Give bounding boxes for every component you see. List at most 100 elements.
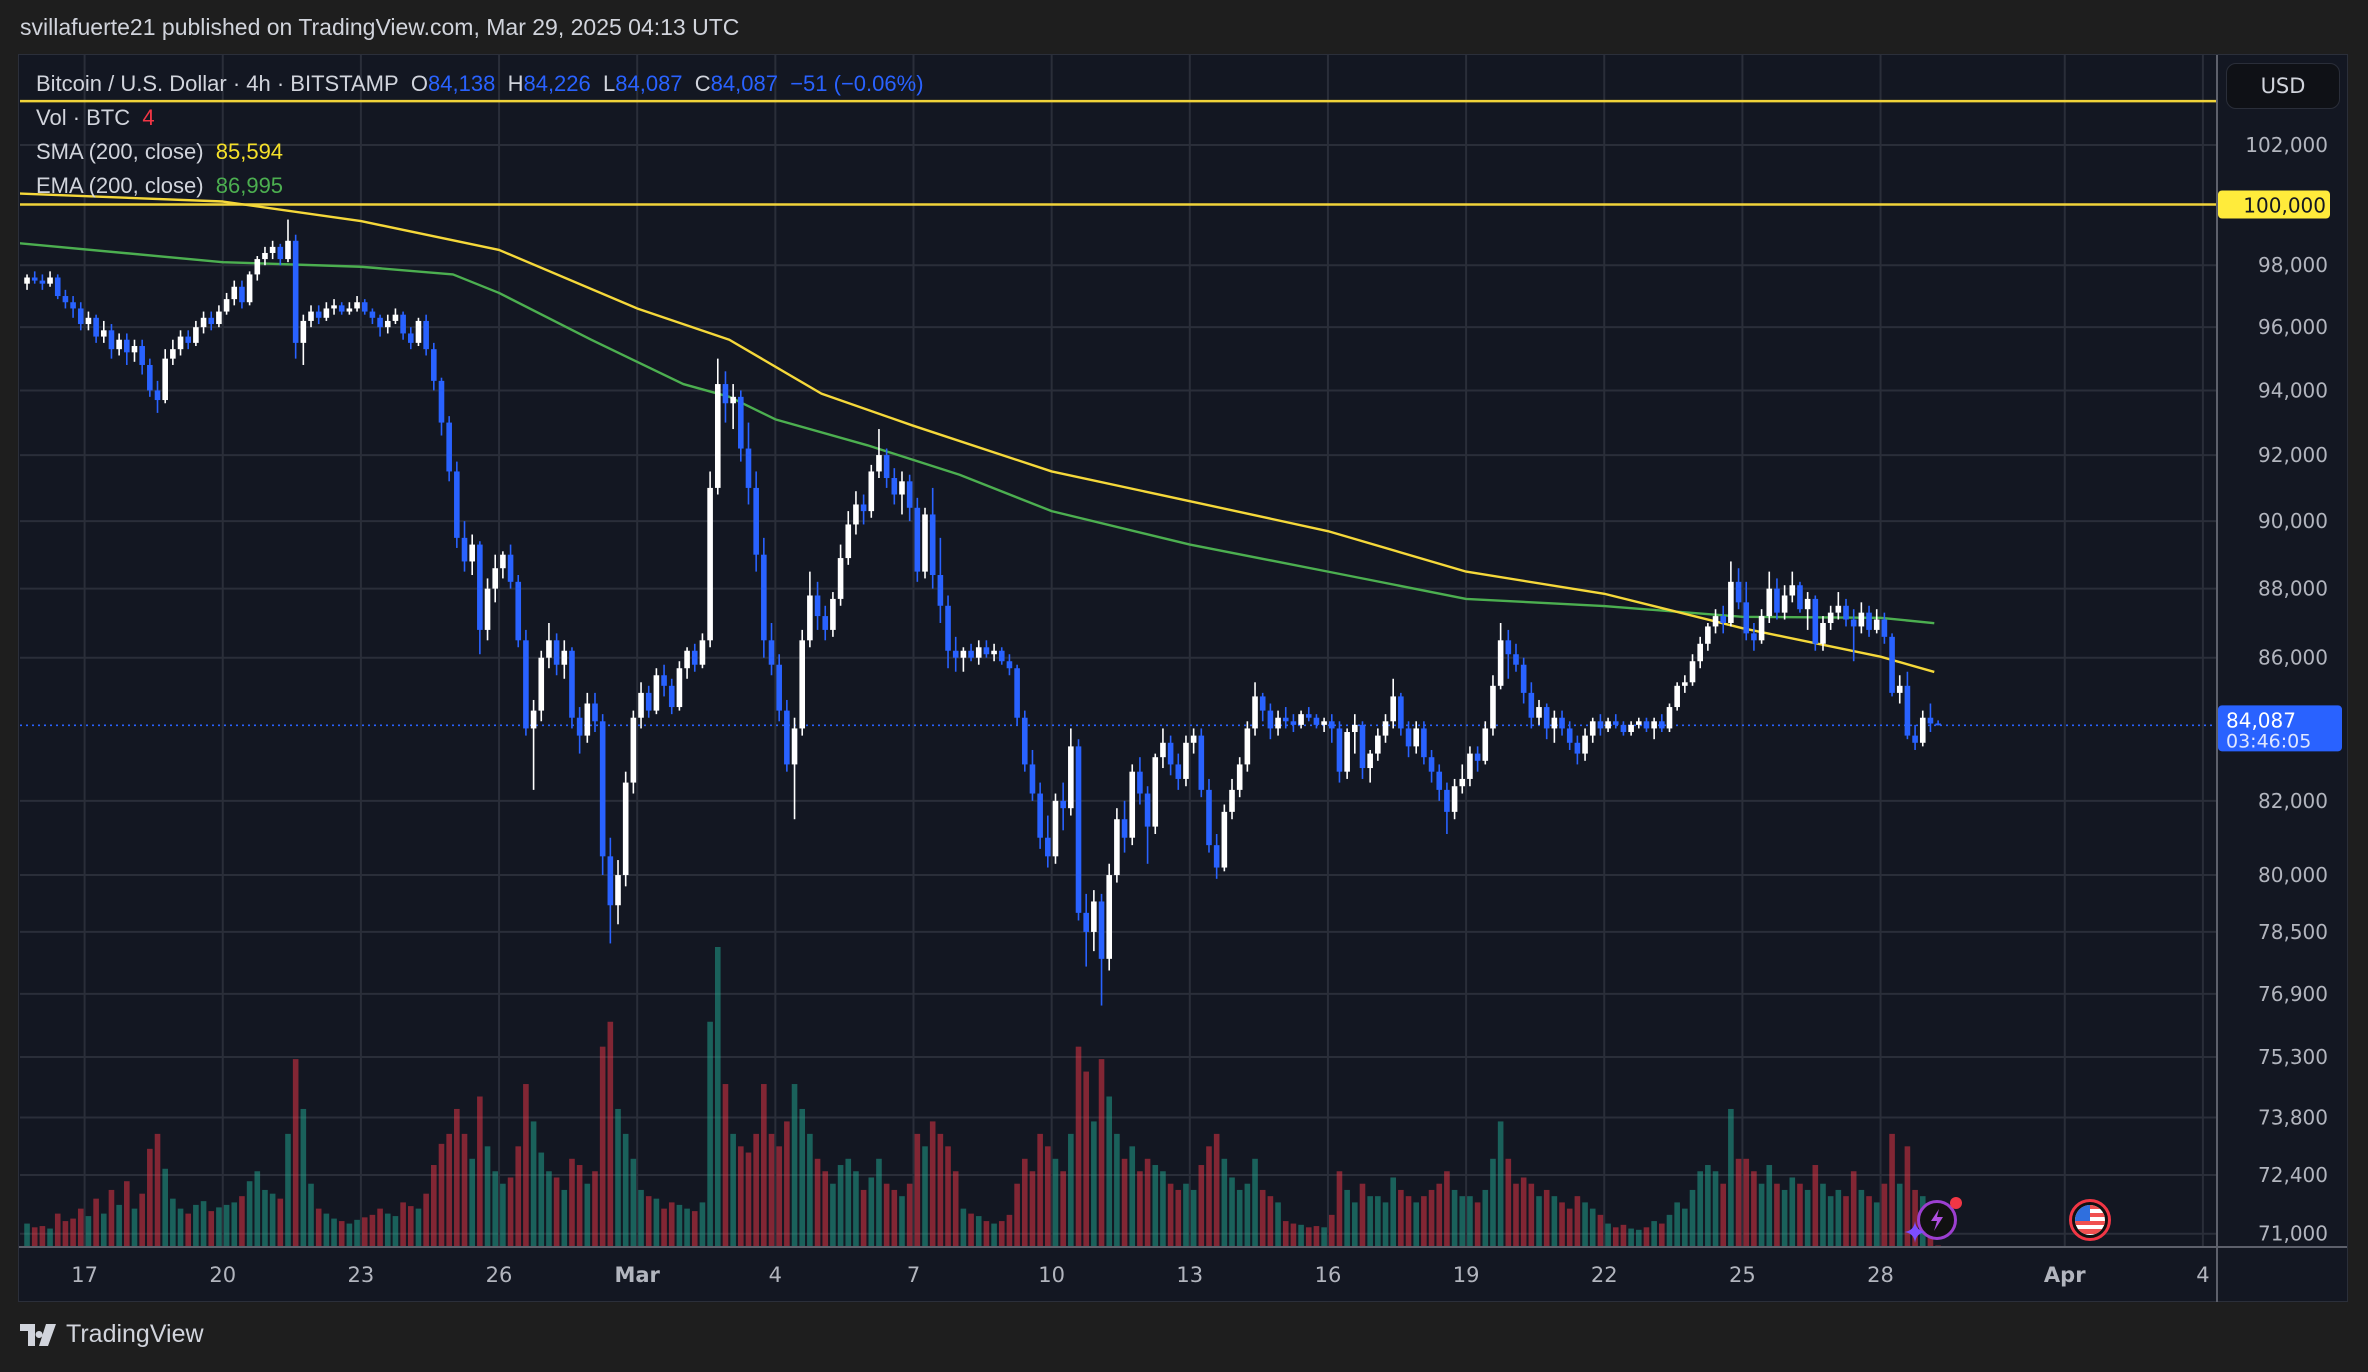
volume-bar xyxy=(1160,1171,1166,1246)
candle-body xyxy=(1413,728,1420,747)
chart-panel[interactable] xyxy=(18,54,2348,1302)
volume-bar xyxy=(837,1165,844,1246)
candle xyxy=(77,302,84,331)
ema-legend[interactable]: EMA (200, close) 86,995 xyxy=(36,173,283,199)
candle-body xyxy=(484,588,491,630)
volume-bar xyxy=(1275,1202,1281,1246)
volume-bar xyxy=(361,1217,368,1246)
candle-body xyxy=(1797,585,1803,610)
candle-body xyxy=(1252,696,1258,729)
candle-body xyxy=(1812,598,1819,644)
candle-body xyxy=(124,339,130,353)
level-price-label: 100,000 xyxy=(2243,194,2326,218)
candle-body xyxy=(1835,605,1842,613)
volume-bar xyxy=(553,1177,560,1246)
candle-body xyxy=(1206,789,1212,846)
candle-body xyxy=(592,703,598,722)
candle-body xyxy=(645,692,652,711)
candle xyxy=(423,314,429,356)
candle-body xyxy=(1912,735,1918,743)
candle-body xyxy=(1881,619,1888,637)
candle xyxy=(223,292,230,315)
candle xyxy=(1183,735,1189,787)
volume-bar xyxy=(346,1223,353,1246)
candle xyxy=(1206,778,1212,853)
volume-bar xyxy=(193,1204,199,1246)
candle-body xyxy=(1528,692,1535,718)
candle xyxy=(1014,664,1020,725)
candle-body xyxy=(1075,746,1082,913)
volume-bar xyxy=(93,1198,99,1246)
candle-body xyxy=(983,647,990,655)
volume-bar xyxy=(607,1021,614,1246)
volume-bar xyxy=(477,1096,483,1246)
volume-label: Vol · BTC xyxy=(36,105,131,130)
candle-body xyxy=(200,317,207,328)
candle-body xyxy=(1421,728,1427,758)
price-axis[interactable]: 102,000 98,000 96,000 94,000 92,000 90,000 88,… xyxy=(2245,133,2328,1246)
volume-bar xyxy=(523,1084,529,1246)
candle xyxy=(891,468,898,505)
candle xyxy=(1121,800,1128,853)
candle xyxy=(1889,633,1895,697)
candle-body xyxy=(1689,661,1696,683)
candle xyxy=(292,234,299,359)
candle-body xyxy=(1866,612,1872,630)
candle xyxy=(691,643,698,672)
candle xyxy=(1559,710,1565,736)
candle-body xyxy=(369,311,376,318)
volume-bar xyxy=(1589,1208,1596,1246)
volume-legend[interactable]: Vol · BTC 4 xyxy=(36,105,155,131)
candle-body xyxy=(968,650,974,658)
candle xyxy=(592,692,598,733)
time-tick-label: 4 xyxy=(2196,1263,2209,1287)
candle xyxy=(876,429,882,479)
volume-bar xyxy=(714,947,721,1246)
volume-bar xyxy=(807,1133,813,1246)
candle xyxy=(1513,643,1519,672)
candle-body xyxy=(1536,707,1542,718)
volume-bar xyxy=(929,1121,936,1246)
volume-bar xyxy=(1198,1165,1205,1246)
volume-bar xyxy=(1382,1202,1389,1246)
candle xyxy=(1536,699,1542,725)
candle-body xyxy=(269,246,276,253)
candle-body xyxy=(231,286,238,300)
volume-bar xyxy=(876,1158,882,1246)
volume-bar xyxy=(1651,1221,1657,1246)
candle xyxy=(1244,721,1251,772)
candle-body xyxy=(730,396,736,404)
volume-bar xyxy=(1666,1214,1673,1246)
lightning-icon[interactable] xyxy=(1904,1197,1962,1243)
horizontal-lines[interactable] xyxy=(20,99,2216,727)
candle-body xyxy=(1305,714,1312,718)
volume-bar xyxy=(699,1202,706,1246)
candle xyxy=(1497,622,1504,690)
volume-bar xyxy=(1643,1227,1650,1246)
us-flag-event-icon[interactable] xyxy=(2069,1199,2111,1241)
candle-body xyxy=(1459,778,1466,787)
volume-bar xyxy=(968,1213,974,1246)
tradingview-logo[interactable]: TradingView xyxy=(20,1320,204,1349)
candle-body xyxy=(807,595,813,641)
volume-bar xyxy=(1735,1158,1742,1246)
volume-bar xyxy=(515,1146,522,1246)
candle-body xyxy=(400,314,406,334)
low-value: 84,087 xyxy=(615,71,683,96)
volume-bar xyxy=(285,1133,291,1246)
volume-bar xyxy=(277,1198,284,1246)
candle xyxy=(1390,678,1396,729)
volume-bar xyxy=(1896,1183,1903,1246)
candle xyxy=(277,243,284,266)
time-axis[interactable]: 17 20 23 26 Mar 4 7 10 13 16 19 22 25 28 Apr 4 xyxy=(71,1263,2209,1287)
sma-legend[interactable]: SMA (200, close) 85,594 xyxy=(36,139,283,165)
symbol-legend[interactable]: Bitcoin / U.S. Dollar · 4h · BITSTAMP O8… xyxy=(36,71,924,97)
candle-body xyxy=(1098,901,1105,959)
currency-button[interactable]: USD xyxy=(2226,63,2340,109)
candle-body xyxy=(1582,735,1588,754)
candle-body xyxy=(538,657,545,711)
candle-body xyxy=(1045,837,1051,857)
candle xyxy=(1167,735,1174,776)
volume-bar xyxy=(1843,1196,1849,1246)
